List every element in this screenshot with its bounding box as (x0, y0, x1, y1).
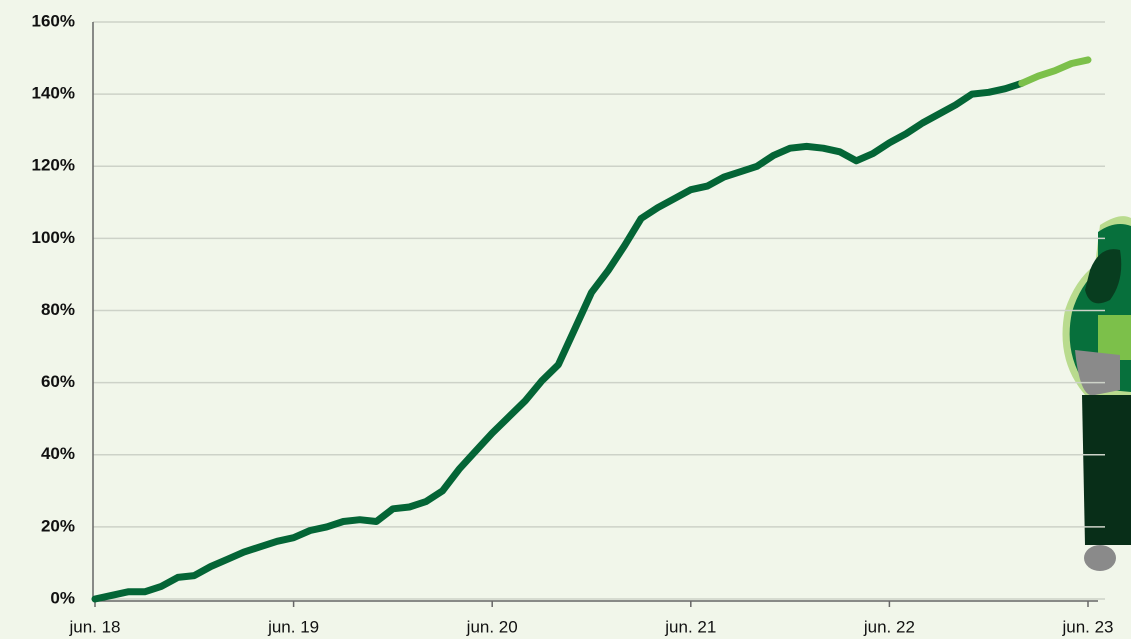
x-tick-label: jun. 21 (664, 617, 716, 636)
y-tick-label: 60% (41, 372, 75, 391)
y-tick-label: 100% (32, 228, 75, 247)
x-tick-label: jun. 20 (466, 617, 518, 636)
x-tick-label: jun. 23 (1061, 617, 1113, 636)
y-tick-label: 120% (32, 156, 75, 175)
page: {"chart_data": {"type": "line", "categor… (0, 0, 1131, 639)
y-tick-label: 0% (50, 588, 75, 607)
y-tick-label: 80% (41, 300, 75, 319)
y-tick-label: 40% (41, 444, 75, 463)
y-tick-label: 140% (32, 84, 75, 103)
illustration (1063, 216, 1131, 571)
x-tick-label: jun. 19 (267, 617, 319, 636)
line-series (95, 83, 1022, 599)
line-series (1022, 60, 1088, 83)
x-tick-label: jun. 18 (68, 617, 120, 636)
y-tick-label: 20% (41, 516, 75, 535)
chart: 0% 20% 40% 60% 80% 100% 120% 140% 160% jun. 18 jun… (0, 0, 1131, 639)
x-tick-label: jun. 22 (863, 617, 915, 636)
y-tick-label: 160% (32, 11, 75, 30)
